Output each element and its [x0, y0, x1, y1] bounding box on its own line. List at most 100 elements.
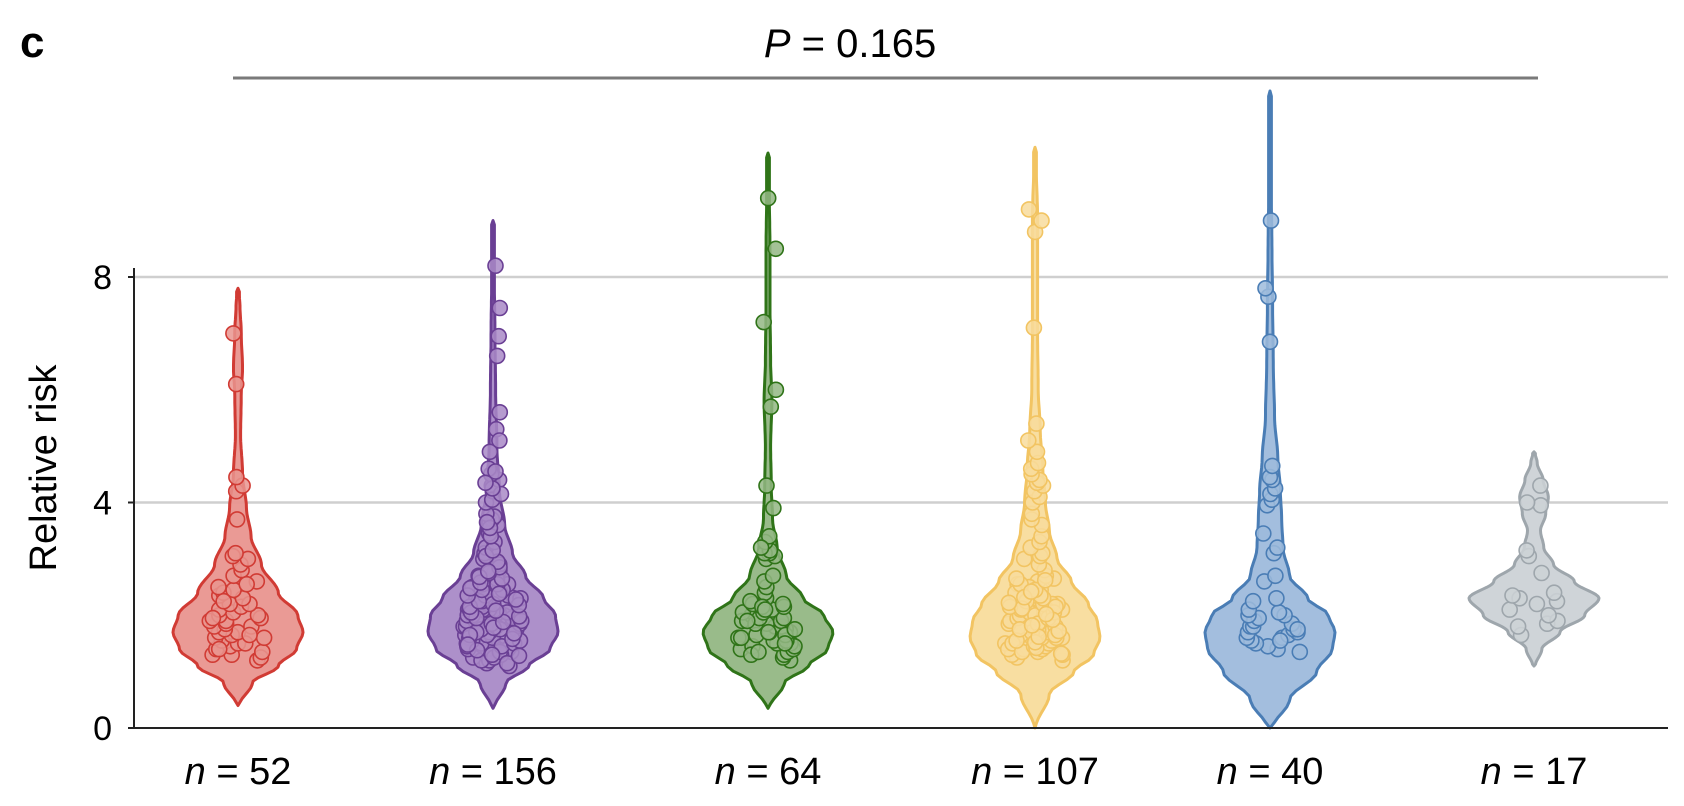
point-g2-68	[491, 299, 509, 317]
gridlines	[134, 275, 1668, 504]
point-g1-42	[228, 511, 246, 528]
y-axis-label: Relative risk	[23, 364, 65, 572]
point-g2-147	[478, 513, 496, 531]
point-g6-15	[1532, 496, 1549, 514]
panel-label: c	[20, 18, 44, 67]
point-g3-54	[786, 620, 804, 638]
point-g1-41	[227, 544, 244, 562]
point-g2-69	[487, 257, 504, 275]
point-g3-45	[762, 398, 780, 416]
point-g6-10	[1504, 587, 1521, 604]
point-g2-138	[490, 585, 508, 603]
point-g6-17	[1532, 477, 1549, 494]
point-g3-48	[767, 240, 785, 258]
point-g6-16	[1518, 494, 1536, 511]
p-symbol: P	[764, 22, 791, 66]
point-g5-22	[1268, 589, 1285, 607]
p-value: = 0.165	[791, 22, 937, 66]
point-g4-95	[1052, 645, 1070, 662]
point-g4-106	[1022, 583, 1040, 600]
point-g2-144	[484, 542, 502, 559]
point-g5-21	[1244, 592, 1262, 610]
point-g3-49	[759, 189, 777, 207]
point-g3-63	[756, 601, 774, 618]
point-g2-67	[490, 327, 508, 345]
point-g1-12	[255, 629, 273, 647]
y-tick-label-8: 8	[93, 259, 112, 297]
point-g5-38	[1262, 212, 1280, 229]
point-g5-40	[1289, 620, 1306, 638]
point-g5-37	[1257, 279, 1274, 297]
point-g1-45	[228, 468, 245, 486]
n-label-2: n = 156	[429, 751, 557, 793]
n-label-5: n = 40	[1217, 751, 1324, 793]
point-g2-129	[459, 636, 477, 653]
point-g2-65	[491, 403, 509, 421]
point-g3-60	[776, 635, 794, 652]
point-g6-5	[1540, 606, 1557, 624]
point-g3-59	[750, 643, 767, 661]
point-g1-5	[253, 643, 271, 661]
point-g1-24	[249, 606, 267, 624]
violin-3	[701, 151, 835, 710]
y-tick-label-4: 4	[93, 485, 112, 523]
n-label-3: n = 64	[715, 751, 822, 793]
point-g1-34	[210, 578, 227, 596]
point-g2-126	[498, 654, 516, 672]
n-label-4: n = 107	[971, 751, 1099, 793]
point-g4-107	[1036, 571, 1054, 589]
point-g4-62	[1020, 432, 1037, 449]
point-g2-63	[481, 443, 499, 461]
n-label-6: n = 17	[1481, 751, 1588, 793]
violin-5	[1203, 89, 1337, 730]
point-g5-27	[1255, 525, 1272, 542]
point-g5-39	[1271, 632, 1289, 649]
point-g2-135	[487, 602, 505, 620]
point-g1-51	[215, 592, 232, 610]
point-g4-63	[1028, 415, 1045, 432]
point-g6-11	[1545, 584, 1563, 602]
p-value-label: P = 0.165	[764, 22, 936, 66]
point-g2-142	[479, 562, 497, 580]
point-g3-28	[774, 595, 792, 613]
point-g6-14	[1518, 542, 1535, 559]
point-g3-35	[764, 567, 782, 585]
point-g4-64	[1025, 319, 1043, 337]
point-g5-1	[1291, 643, 1309, 661]
violins	[171, 89, 1601, 730]
point-g3-47	[755, 313, 773, 331]
n-label-1: n = 52	[185, 751, 292, 793]
point-g5-26	[1269, 539, 1286, 556]
point-g4-66	[1033, 212, 1050, 229]
point-g1-50	[204, 609, 222, 627]
point-g1-46	[227, 375, 245, 393]
data-points	[201, 189, 1566, 675]
point-g1-49	[241, 626, 258, 644]
point-g2-151	[477, 474, 494, 492]
point-g2-66	[488, 347, 506, 365]
point-g6-12	[1533, 564, 1550, 582]
point-g3-43	[765, 499, 782, 517]
point-g2-153	[491, 432, 508, 449]
point-g1-48	[210, 640, 228, 658]
point-g3-46	[767, 381, 785, 399]
point-g5-34	[1264, 457, 1281, 475]
point-g5-24	[1267, 567, 1284, 585]
point-g3-42	[760, 527, 778, 545]
point-g4-104	[1000, 594, 1018, 612]
point-g2-127	[510, 647, 528, 665]
axes: 0 4 8 n = 52 n = 156 n = 64 n = 107 n = 40 n = 1…	[93, 259, 1668, 793]
point-g4-61	[1028, 443, 1046, 461]
point-g5-19	[1270, 604, 1288, 621]
point-g2-137	[507, 591, 525, 608]
point-g5-35	[1261, 333, 1279, 351]
point-g3-44	[758, 477, 775, 494]
point-g1-47	[225, 325, 242, 342]
point-g6-2	[1509, 618, 1527, 635]
point-g3-61	[760, 623, 777, 641]
point-g2-100	[483, 646, 501, 664]
point-g4-100	[1023, 617, 1041, 634]
point-g2-152	[487, 463, 504, 480]
point-g3-64	[752, 539, 770, 556]
